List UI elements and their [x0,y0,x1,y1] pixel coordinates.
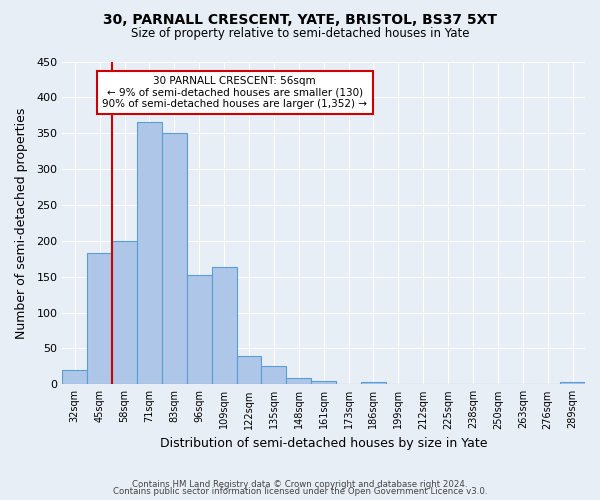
Bar [137,122,162,384]
Bar [212,268,236,384]
Text: 30 PARNALL CRESCENT: 56sqm
← 9% of semi-detached houses are smaller (130)
90% of: 30 PARNALL CRESCENT: 56sqm ← 9% of semi-… [103,76,367,109]
Bar [112,241,137,384]
Bar [162,133,187,384]
Bar [286,378,311,384]
Y-axis label: Number of semi-detached properties: Number of semi-detached properties [15,107,28,338]
X-axis label: Distribution of semi-detached houses by size in Yate: Distribution of semi-detached houses by … [160,437,487,450]
Text: 30, PARNALL CRESCENT, YATE, BRISTOL, BS37 5XT: 30, PARNALL CRESCENT, YATE, BRISTOL, BS3… [103,12,497,26]
Text: Contains public sector information licensed under the Open Government Licence v3: Contains public sector information licen… [113,488,487,496]
Text: Contains HM Land Registry data © Crown copyright and database right 2024.: Contains HM Land Registry data © Crown c… [132,480,468,489]
Bar [311,380,336,384]
Bar [560,382,585,384]
Bar [361,382,386,384]
Bar [187,276,212,384]
Bar [262,366,286,384]
Bar [87,253,112,384]
Bar [62,370,87,384]
Bar [236,356,262,384]
Text: Size of property relative to semi-detached houses in Yate: Size of property relative to semi-detach… [131,28,469,40]
